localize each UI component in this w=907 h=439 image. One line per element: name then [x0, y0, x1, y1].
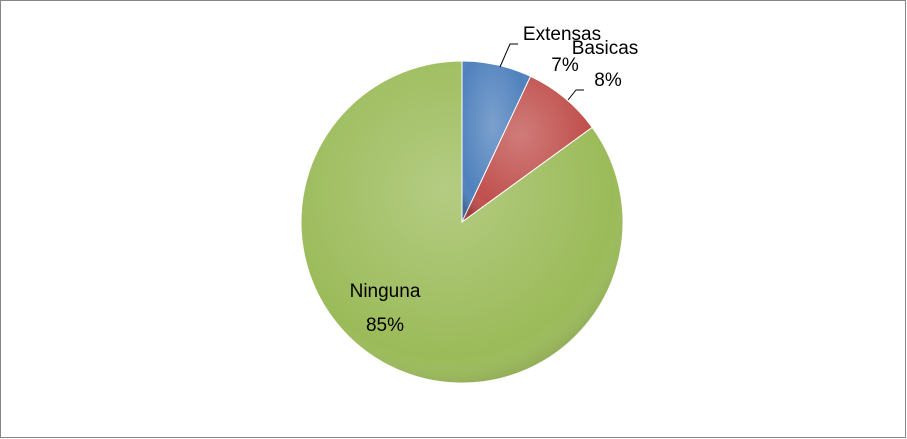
slice-label: Extensas	[523, 24, 601, 45]
slice-shade	[462, 76, 593, 222]
slice-shade	[462, 61, 531, 222]
slice-value-label: 85%	[366, 315, 404, 336]
leader-line	[567, 89, 584, 101]
slice-value-label: 8%	[594, 70, 622, 91]
leader-line	[499, 43, 518, 68]
slice-shade	[300, 61, 623, 383]
slice-value-label: 7%	[551, 55, 579, 76]
slice-label: Ninguna	[350, 281, 421, 302]
slice-label: Basicas	[572, 38, 639, 59]
